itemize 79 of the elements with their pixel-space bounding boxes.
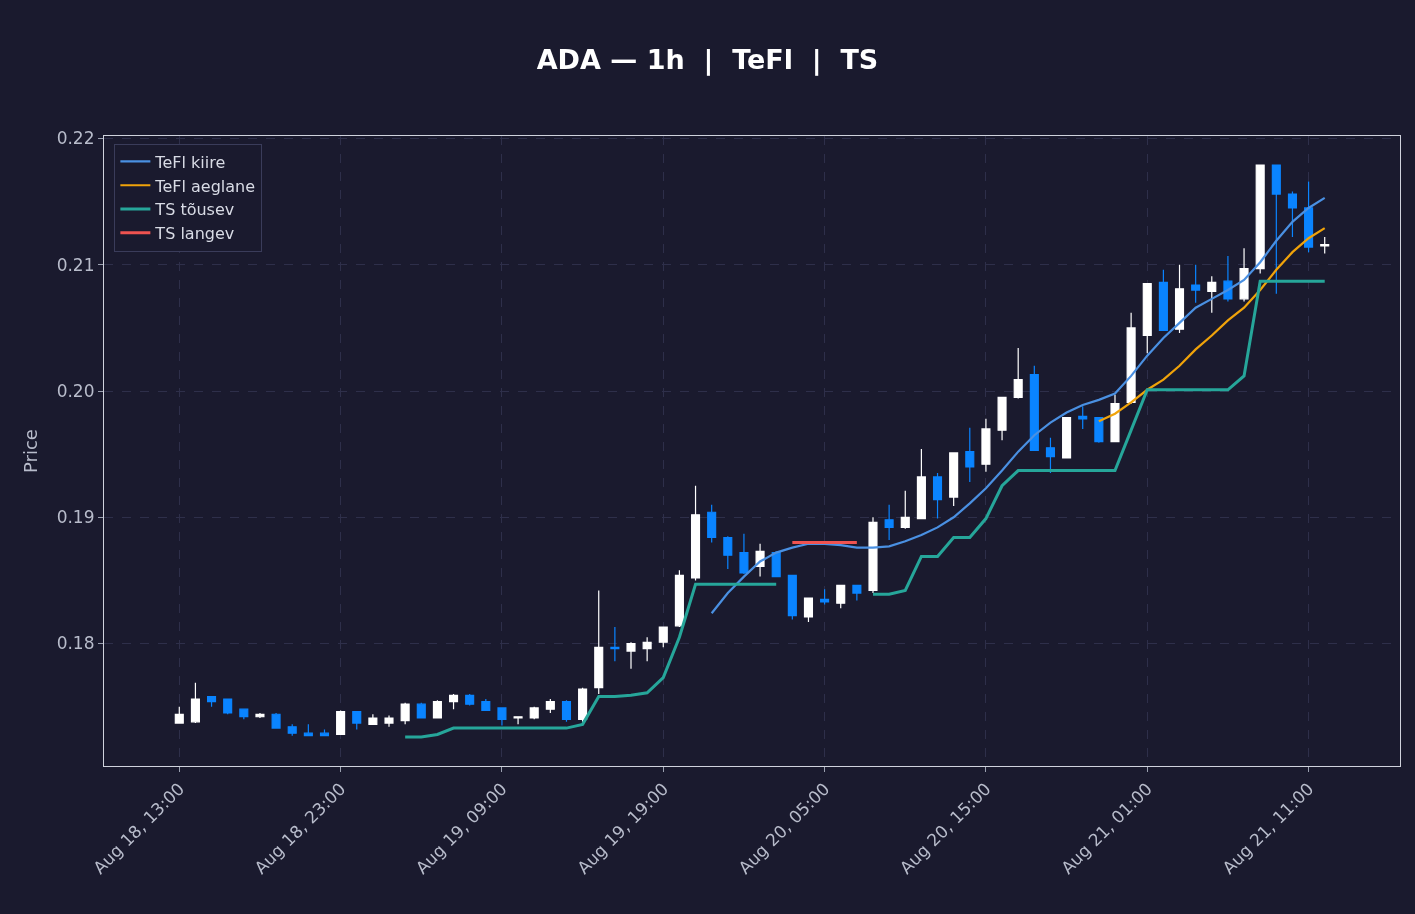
- candlestick: [1174, 264, 1185, 334]
- candlestick: [820, 588, 830, 605]
- candlestick: [400, 702, 410, 725]
- candlestick: [545, 698, 555, 714]
- line-series: [1097, 227, 1326, 423]
- candlestick: [1078, 405, 1088, 430]
- candlestick: [1062, 416, 1072, 459]
- y-tick-label: 0.20: [56, 380, 95, 401]
- y-tick-label: 0.22: [56, 128, 95, 149]
- candlestick: [1094, 416, 1104, 444]
- candlestick: [852, 584, 862, 602]
- candlestick: [1287, 190, 1297, 238]
- candlestick: [932, 472, 943, 520]
- candlestick: [658, 626, 668, 648]
- candlestick: [803, 597, 814, 623]
- legend-label: TS tõusev: [154, 200, 235, 220]
- candlestick: [271, 712, 281, 729]
- candlestick: [465, 693, 475, 706]
- candlestick: [626, 641, 636, 670]
- candlestick: [1239, 247, 1249, 302]
- candlestick: [981, 418, 991, 473]
- candlestick: [610, 626, 620, 662]
- candlestick: [884, 504, 894, 541]
- y-tick-label: 0.18: [56, 633, 95, 654]
- candlestick: [868, 516, 878, 594]
- legend-label: TeFl aeglane: [154, 176, 256, 196]
- candlestick: [771, 550, 781, 578]
- candlestick: [481, 698, 491, 712]
- candlestick: [1255, 164, 1265, 275]
- candlestick: [174, 706, 184, 724]
- candlestick: [497, 707, 507, 727]
- candlestick: [642, 636, 652, 662]
- y-tick-label: 0.21: [56, 254, 95, 275]
- candlestick: [916, 448, 926, 520]
- candlestick: [1142, 283, 1152, 354]
- legend-label: TS langev: [154, 224, 235, 244]
- candlestick: [1304, 180, 1314, 253]
- legend-label: TeFl kiire: [154, 152, 226, 172]
- candlestick: [1029, 365, 1039, 451]
- y-tick-label: 0.19: [56, 507, 95, 528]
- candlestick: [448, 693, 459, 710]
- candlestick: [190, 682, 200, 724]
- candlestick: [739, 533, 749, 575]
- candlestick: [384, 714, 394, 728]
- candlestick: [997, 396, 1007, 441]
- candlestick: [368, 713, 378, 725]
- candlestick: [352, 711, 362, 730]
- candlestick: [1045, 437, 1056, 474]
- candlestick: [1191, 264, 1201, 304]
- candlestick: [674, 569, 684, 628]
- candlestick: [594, 589, 604, 695]
- candlestick: [1320, 236, 1330, 255]
- candlestick: [1013, 347, 1023, 400]
- candlestick: [1207, 275, 1217, 314]
- candlestick: [965, 427, 975, 483]
- candlestick: [949, 452, 959, 507]
- candlestick: [207, 695, 217, 708]
- chart-title: ADA — 1h | TeFl | TS: [536, 43, 879, 76]
- candlestick: [1158, 269, 1168, 332]
- candlestick: [1126, 312, 1136, 405]
- candlestick: [1110, 394, 1120, 443]
- candlestick: [561, 699, 572, 723]
- candlestick: [1271, 164, 1281, 295]
- candlestick: [707, 504, 717, 544]
- candlestick: [690, 485, 701, 582]
- candlestick: [223, 698, 233, 715]
- candlestick: [787, 574, 797, 621]
- y-axis-title: Price: [19, 429, 41, 473]
- candlestick: [529, 706, 539, 720]
- line-series: [710, 196, 1326, 615]
- candlestick: [578, 687, 588, 723]
- candlestick: [416, 702, 426, 719]
- candlestick: [900, 490, 910, 530]
- candlestick: [336, 709, 346, 736]
- candlestick: [723, 535, 733, 570]
- candlestick: [836, 584, 846, 609]
- candlestick: [287, 723, 297, 737]
- candlestick: [432, 699, 442, 719]
- candlestick: [513, 716, 523, 725]
